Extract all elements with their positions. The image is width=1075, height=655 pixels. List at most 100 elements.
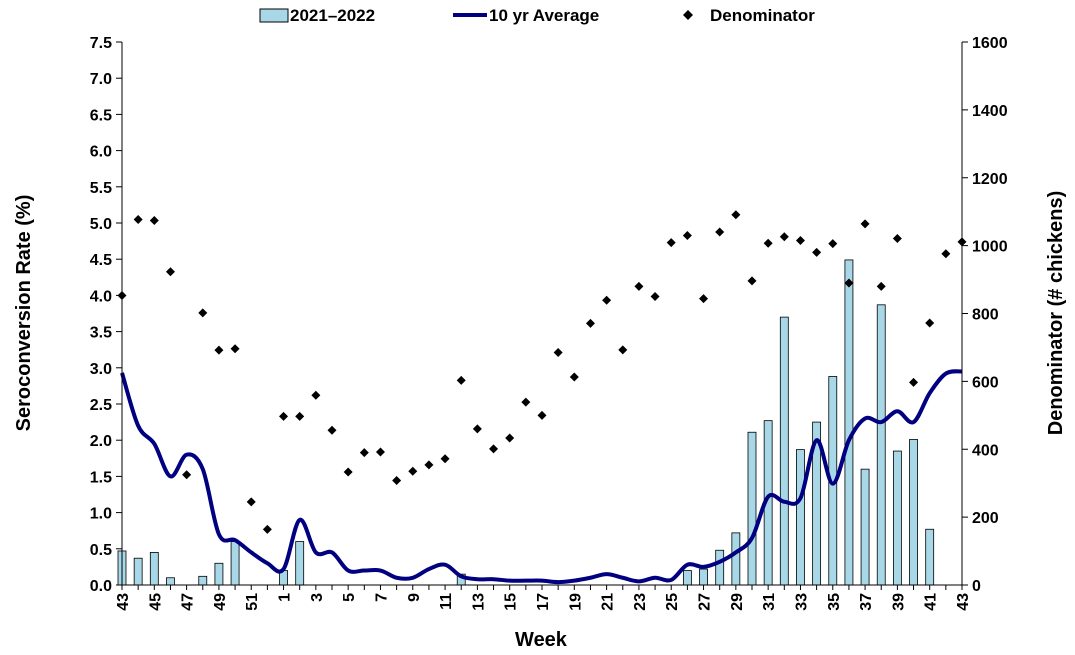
- bar: [230, 541, 240, 586]
- bar: [779, 316, 789, 586]
- denominator-point: [392, 475, 402, 485]
- y2-tick-label: 1400: [972, 103, 1008, 120]
- average-line: [120, 369, 963, 585]
- x-tick-label: 27: [697, 593, 714, 611]
- x-tick-label: 1: [277, 593, 294, 602]
- denominator-point: [731, 210, 741, 220]
- denominator-point: [715, 227, 725, 237]
- y-tick-label: 1.0: [90, 506, 112, 523]
- denominator-point: [892, 233, 902, 243]
- x-tick-label: 19: [567, 593, 584, 611]
- denominator-point: [650, 292, 660, 302]
- denominator-point: [666, 238, 676, 248]
- denominator-point: [279, 411, 289, 421]
- x-tick-label: 39: [890, 593, 907, 611]
- denominator-point: [585, 318, 595, 328]
- x-tick-label: 29: [729, 593, 746, 611]
- bar: [892, 450, 902, 586]
- denominator-point: [812, 247, 822, 257]
- x-tick-label: 49: [212, 593, 229, 611]
- denominator-point: [489, 444, 499, 454]
- bar: [876, 304, 886, 586]
- y2-tick-label: 1000: [972, 239, 1008, 256]
- bar: [796, 449, 805, 586]
- denominator-point: [375, 447, 385, 457]
- bar: [166, 577, 175, 586]
- x-tick-label: 35: [826, 593, 843, 611]
- legend-label-bars: 2021–2022: [290, 6, 375, 25]
- denominator-point: [295, 411, 305, 421]
- y-tick-label: 4.5: [90, 252, 112, 269]
- denominator-point: [779, 232, 789, 242]
- y2-tick-label: 800: [972, 307, 999, 324]
- denominator-point: [763, 238, 773, 248]
- y-tick-label: 2.0: [90, 433, 112, 450]
- y-tick-label: 3.0: [90, 361, 112, 378]
- bar: [715, 549, 725, 586]
- denominator-point: [214, 345, 224, 355]
- x-tick-label: 47: [180, 593, 197, 611]
- x-tick-label: 37: [858, 593, 875, 611]
- denominator-point: [602, 295, 612, 305]
- denominator-point: [246, 497, 256, 507]
- denominator-point: [408, 466, 418, 476]
- denominator-point: [553, 348, 563, 358]
- bar: [198, 575, 208, 586]
- bar: [909, 439, 918, 586]
- bar: [133, 557, 143, 586]
- denominator-point: [198, 308, 208, 318]
- x-tick-label: 5: [341, 593, 358, 602]
- denominator-point: [569, 372, 579, 382]
- x-tick-label: 13: [470, 593, 487, 611]
- denominator-point: [424, 460, 434, 470]
- y-tick-label: 7.0: [90, 71, 112, 88]
- y2-tick-label: 1200: [972, 171, 1008, 188]
- denominator-point: [149, 216, 159, 226]
- denominator-point: [440, 454, 450, 464]
- denominator-point: [618, 345, 628, 355]
- y2-tick-label: 600: [972, 374, 999, 391]
- denominator-point: [941, 249, 951, 259]
- x-tick-label: 31: [761, 593, 778, 611]
- x-tick-label: 51: [244, 593, 261, 611]
- bar: [747, 431, 757, 586]
- denominator-point: [262, 524, 272, 534]
- y-tick-label: 1.5: [90, 469, 112, 486]
- denominator-point: [182, 470, 192, 480]
- x-tick-label: 17: [535, 593, 552, 611]
- legend-label-markers: Denominator: [710, 6, 815, 25]
- x-tick-label: 25: [664, 593, 681, 611]
- bar: [149, 552, 159, 586]
- y-tick-label: 0.5: [90, 542, 112, 559]
- x-tick-label: 23: [632, 593, 649, 611]
- y-tick-label: 7.5: [90, 35, 112, 52]
- denominator-point: [472, 424, 482, 434]
- y-tick-label: 5.5: [90, 180, 112, 197]
- legend-label-line: 10 yr Average: [489, 6, 599, 25]
- x-tick-label: 11: [438, 593, 455, 610]
- bar: [682, 570, 692, 586]
- bar: [699, 568, 708, 586]
- denominator-point: [521, 397, 531, 407]
- denominator-point: [795, 236, 805, 246]
- x-tick-label: 43: [955, 593, 972, 611]
- legend: 2021–2022 10 yr Average Denominator: [259, 6, 815, 25]
- denominator-point: [925, 318, 935, 328]
- bar: [844, 259, 854, 586]
- denominator-point: [133, 214, 143, 224]
- legend-bar-swatch: [259, 8, 289, 23]
- y-tick-label: 0.0: [90, 578, 112, 595]
- denominator-point: [230, 344, 240, 354]
- x-tick-label: 43: [115, 593, 132, 611]
- denominator-point: [634, 281, 644, 291]
- bar: [860, 468, 870, 586]
- bar: [731, 532, 741, 586]
- y2-axis-title: Denominator (# chickens): [1045, 191, 1067, 436]
- bar: [295, 541, 305, 586]
- x-tick-label: 41: [923, 593, 940, 611]
- y-tick-label: 3.5: [90, 325, 112, 342]
- y2-tick-label: 0: [972, 578, 981, 595]
- axes: 0.0 0.5 1.0 1.5 2.0 2.5 3.0 3.5 4.0 4.5 5.0 5.5 6.0 6…: [90, 35, 1008, 611]
- x-axis-title: Week: [515, 629, 568, 651]
